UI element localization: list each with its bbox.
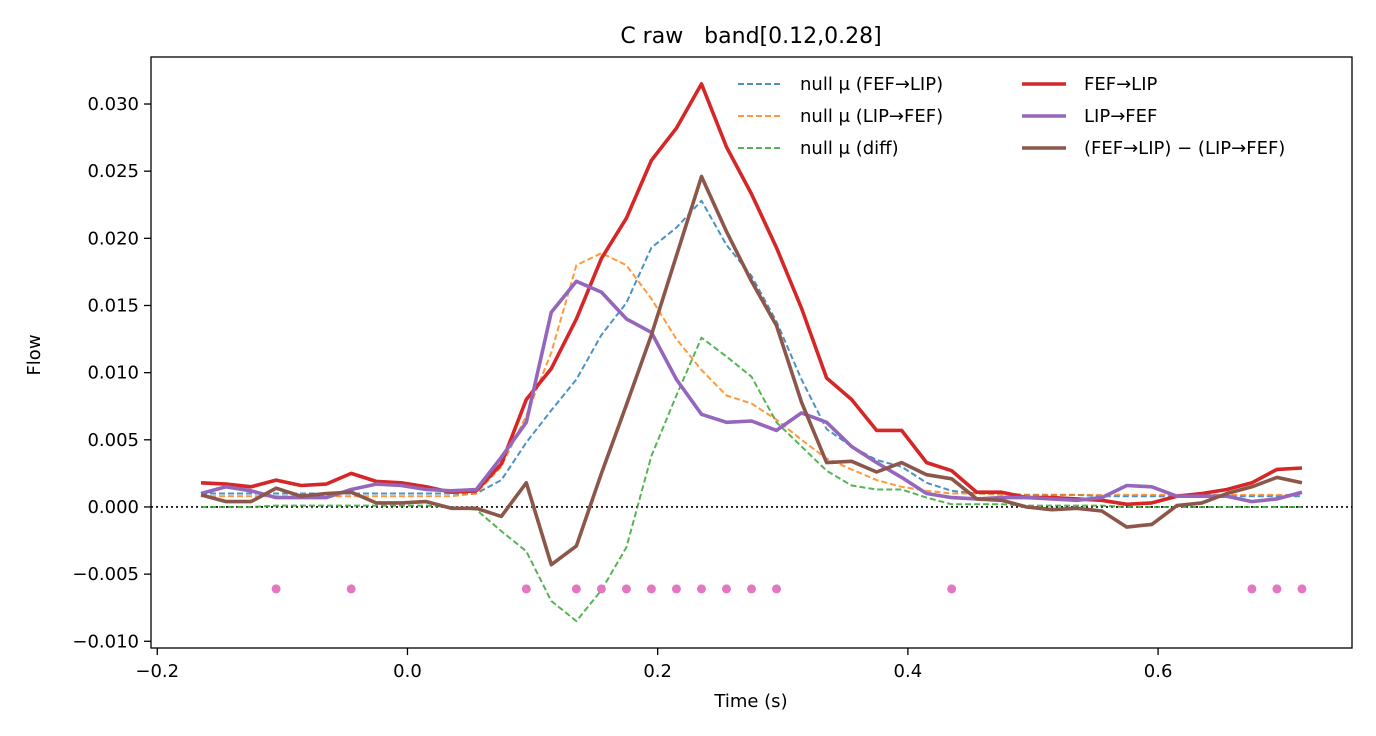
chart-title: C raw band[0.12,0.28] xyxy=(620,24,881,49)
x-tick-label: −0.2 xyxy=(135,661,179,682)
significance-marker xyxy=(671,584,681,594)
significance-marker xyxy=(772,584,782,594)
significance-marker xyxy=(696,584,706,594)
legend-label-5: (FEF→LIP) − (LIP→FEF) xyxy=(1084,138,1285,159)
x-tick-label: 0.0 xyxy=(393,661,422,682)
significance-marker xyxy=(621,584,631,594)
y-tick-label: 0.025 xyxy=(87,161,139,182)
significance-marker xyxy=(521,584,531,594)
series-line-2 xyxy=(201,336,1302,623)
significance-marker xyxy=(1247,584,1257,594)
legend-label-3: FEF→LIP xyxy=(1084,74,1157,95)
x-tick-label: 0.2 xyxy=(643,661,672,682)
y-tick-label: −0.005 xyxy=(72,564,139,585)
series-line-3 xyxy=(200,82,1303,507)
legend-label-2: null μ (diff) xyxy=(800,138,899,159)
y-tick-label: −0.010 xyxy=(72,631,139,652)
significance-markers xyxy=(271,584,1307,594)
significance-marker xyxy=(747,584,756,594)
legend-label-4: LIP→FEF xyxy=(1084,106,1157,127)
x-tick-label: 0.6 xyxy=(1144,661,1173,682)
x-axis-label: Time (s) xyxy=(713,691,787,712)
significance-marker xyxy=(721,584,731,594)
y-tick-label: 0.015 xyxy=(87,295,139,316)
significance-marker xyxy=(346,584,356,594)
y-axis: −0.010 −0.005 0.000 0.005 0.010 0.015 0.020 0.0… xyxy=(72,94,151,652)
significance-marker xyxy=(947,584,957,594)
x-axis: −0.2 0.0 0.2 0.4 0.6 xyxy=(135,648,1172,682)
significance-marker xyxy=(646,584,656,594)
x-tick-label: 0.4 xyxy=(894,661,923,682)
series-line-0 xyxy=(201,199,1302,498)
plot-frame xyxy=(150,56,1353,649)
y-tick-label: 0.020 xyxy=(87,228,139,249)
plot-area xyxy=(150,56,1353,649)
y-tick-label: 0.030 xyxy=(87,94,139,115)
series-line-5 xyxy=(200,174,1303,567)
significance-marker xyxy=(571,584,581,594)
series-layer xyxy=(200,82,1303,623)
significance-marker xyxy=(1272,584,1282,594)
y-axis-label: Flow xyxy=(24,334,45,375)
y-tick-label: 0.005 xyxy=(87,430,139,451)
y-tick-label: 0.010 xyxy=(87,363,139,384)
legend-label-1: null μ (LIP→FEF) xyxy=(800,106,943,127)
significance-marker xyxy=(1297,584,1307,594)
series-line-4 xyxy=(200,279,1303,504)
legend-label-0: null μ (FEF→LIP) xyxy=(800,74,943,95)
legend: null μ (FEF→LIP) null μ (LIP→FEF) null μ (… xyxy=(738,74,1285,159)
significance-marker xyxy=(271,584,281,594)
series-line-1 xyxy=(201,252,1302,498)
y-tick-label: 0.000 xyxy=(87,497,139,518)
significance-marker xyxy=(596,584,606,594)
